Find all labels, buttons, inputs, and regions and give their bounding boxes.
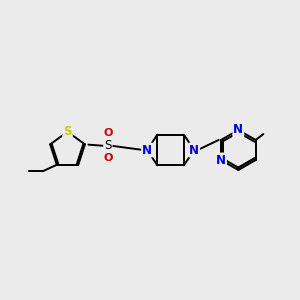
Text: S: S bbox=[63, 125, 72, 138]
Text: N: N bbox=[216, 154, 226, 166]
Text: O: O bbox=[103, 128, 112, 139]
Text: N: N bbox=[233, 124, 243, 136]
Text: O: O bbox=[103, 153, 112, 163]
Text: N: N bbox=[189, 143, 199, 157]
Text: N: N bbox=[142, 143, 152, 157]
Text: S: S bbox=[104, 139, 112, 152]
